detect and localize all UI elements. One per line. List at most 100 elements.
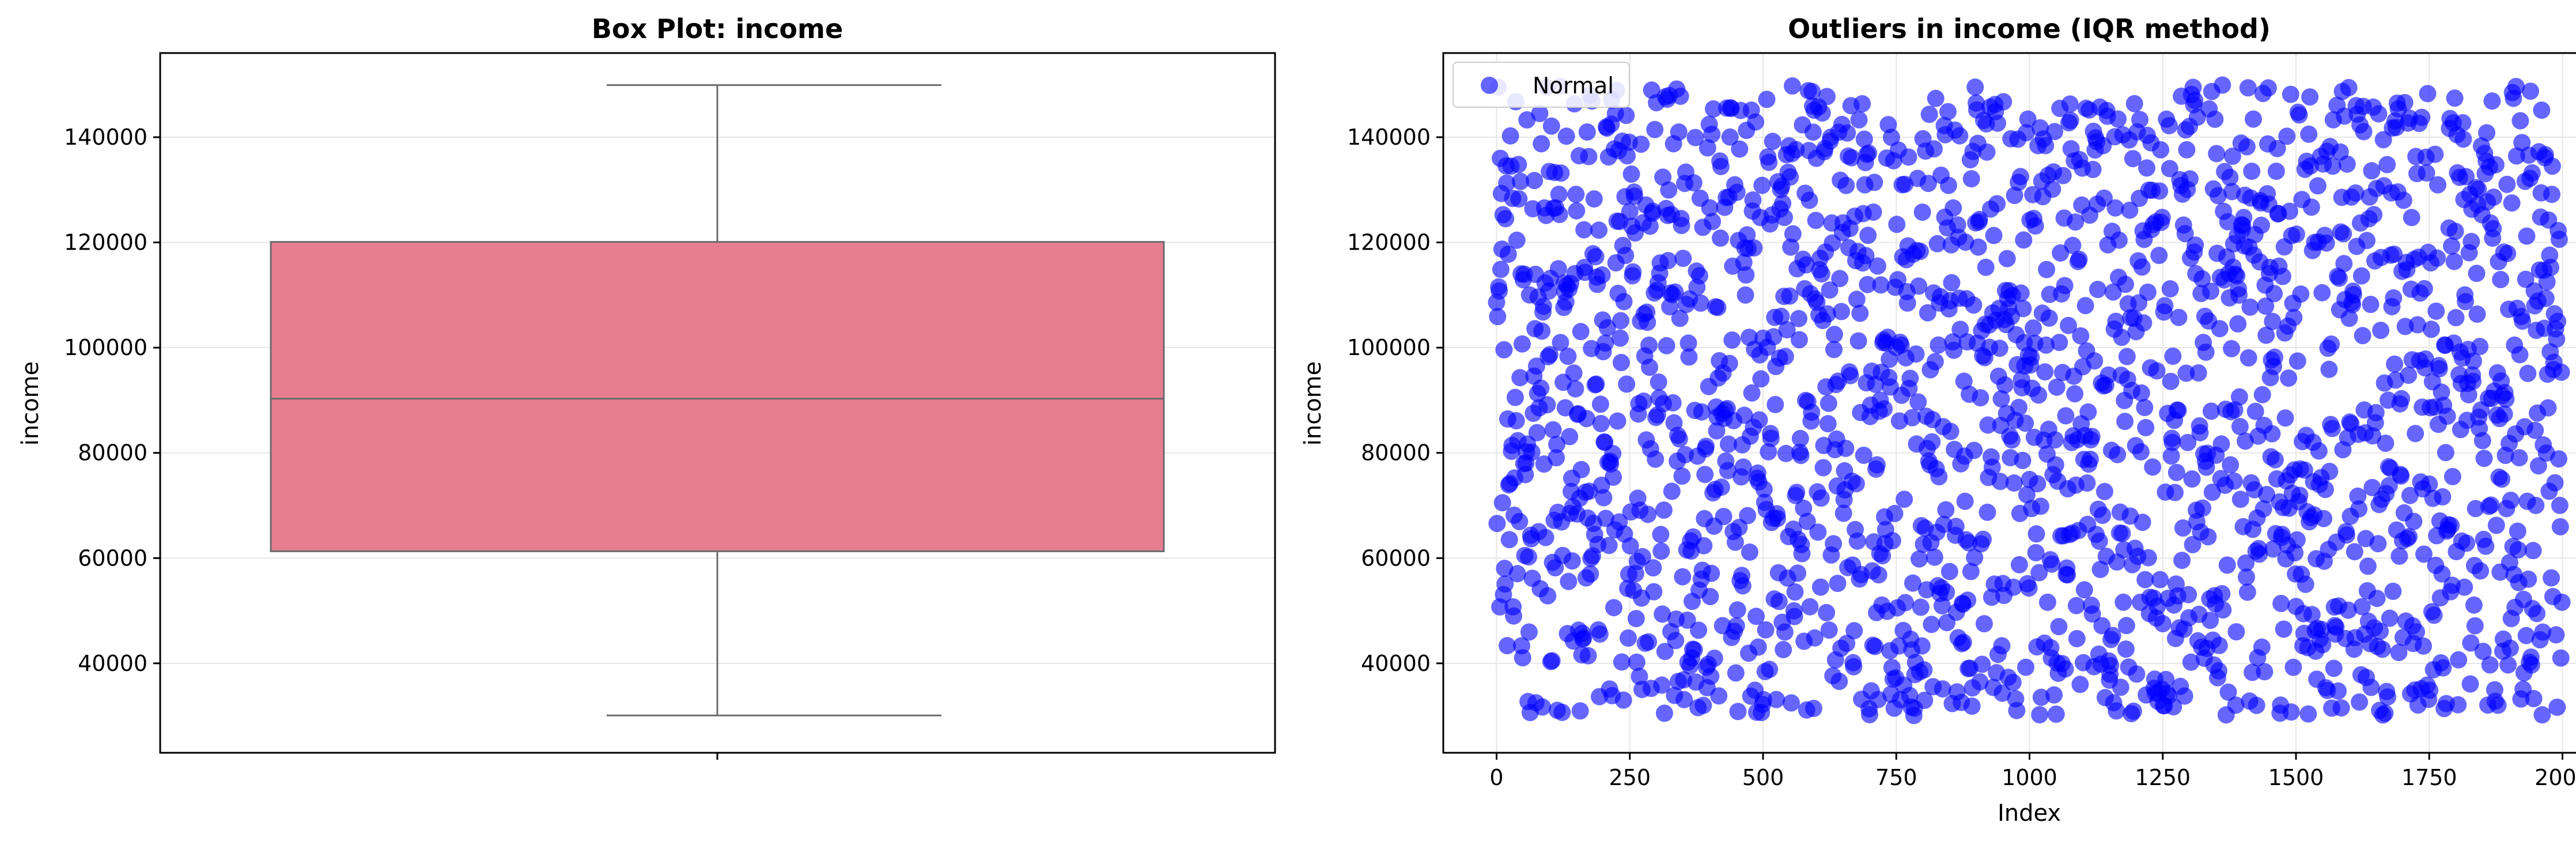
scatter-point [1803, 403, 1821, 421]
scatter-point [2076, 297, 2094, 315]
scatter-point [2107, 312, 2125, 330]
scatter-point [1537, 529, 1554, 546]
scatter-point [1949, 216, 1966, 234]
scatter-point [2511, 346, 2529, 364]
scatter-point [1792, 447, 1810, 465]
scatter-point [2369, 535, 2387, 553]
scatter-point [1539, 587, 1557, 605]
scatter-point [2278, 127, 2296, 145]
scatter-point [1777, 444, 1795, 462]
scatter-point [1793, 545, 1811, 563]
scatter-point [1791, 429, 1809, 447]
scatter-point [1621, 537, 1639, 555]
scatter-point [2385, 246, 2403, 263]
scatter-point [2056, 277, 2074, 295]
scatter-point [1704, 213, 1722, 231]
scatter-point [1972, 389, 1989, 407]
scatter-point [2210, 662, 2227, 680]
scatter-point [2014, 451, 2032, 469]
scatter-point [1898, 294, 1916, 312]
scatter-point [2067, 597, 2085, 614]
scatter-point [1962, 170, 1980, 188]
scatter-point [1913, 203, 1931, 221]
scatter-point [1945, 199, 1962, 217]
y-tick-label: 100000 [64, 335, 147, 360]
scatter-point [1758, 90, 1776, 108]
scatter-point [2370, 105, 2388, 123]
scatter-point [2136, 399, 2154, 416]
scatter-point [1923, 616, 1940, 633]
scatter-point [1919, 175, 1937, 193]
scatter-point [2036, 363, 2054, 381]
scatter-point [2324, 157, 2342, 175]
scatter-point [2102, 657, 2120, 674]
scatter-point [1578, 410, 1595, 428]
scatter-point [2358, 232, 2375, 250]
scatter-point [1978, 143, 1996, 161]
scatter-point [1495, 341, 1513, 359]
scatter-point [2095, 482, 2113, 500]
scatter-point [2017, 124, 2035, 142]
scatter-point [2139, 549, 2157, 567]
scatter-point [2272, 595, 2290, 612]
scatter-point [2191, 424, 2209, 442]
scatter-point [1645, 583, 1663, 601]
scatter-point [2392, 467, 2410, 485]
scatter-point [2020, 579, 2038, 597]
scatter-point [1995, 93, 2013, 111]
scatter-point [2212, 435, 2230, 453]
scatter-point [2104, 283, 2122, 301]
scatter-point [2551, 518, 2569, 535]
x-tick-label: 1750 [2401, 765, 2457, 790]
scatter-point [2022, 348, 2040, 366]
scatter-point [2538, 273, 2556, 291]
scatter-point [1886, 504, 1904, 522]
scatter-point [2292, 285, 2310, 303]
scatter-point [1712, 478, 1730, 496]
scatter-point [1825, 341, 1843, 359]
scatter-point [2051, 334, 2068, 352]
scatter-point [2038, 593, 2056, 611]
scatter-point [2478, 124, 2496, 142]
scatter-point [2245, 110, 2262, 128]
scatter-point [2194, 499, 2212, 517]
scatter-point [1703, 126, 1721, 143]
scatter-point [2457, 168, 2475, 186]
scatter-point [2250, 545, 2268, 563]
scatter-point [1719, 462, 1737, 480]
scatter-point [2550, 450, 2567, 468]
scatter-point [2011, 168, 2029, 186]
scatter-point [1820, 621, 1838, 639]
scatter-point [1956, 492, 1974, 510]
scatter-point [2464, 372, 2482, 390]
scatter-point [2332, 699, 2350, 717]
scatter-point [2499, 244, 2517, 262]
scatter-point [1974, 530, 1992, 548]
scatter-point [2426, 145, 2444, 163]
scatter-point [1578, 123, 1596, 141]
scatter-point [1652, 542, 1670, 560]
scatter-point [2178, 141, 2196, 159]
scatter-point [1595, 489, 1613, 507]
scatter-point [1818, 88, 1836, 105]
scatter-point [2106, 199, 2124, 217]
scatter-point [1786, 583, 1804, 601]
scatter-point [2467, 500, 2484, 518]
legend-frame [1452, 62, 1630, 108]
scatter-point [1508, 565, 1526, 583]
scatter-point [2407, 425, 2424, 443]
scatter-point [2079, 403, 2097, 421]
scatter-point [1872, 276, 1890, 294]
y-tick-label: 80000 [1361, 440, 1431, 466]
scatter-point [2550, 231, 2568, 248]
scatter-point [1838, 635, 1856, 652]
scatter-point [1743, 384, 1761, 402]
scatter-point [2027, 525, 2045, 543]
scatter-point [1719, 435, 1737, 453]
scatter-point [2443, 467, 2461, 485]
scatter-point [2528, 605, 2546, 623]
scatter-point [1762, 429, 1780, 447]
scatter-point [1926, 548, 1943, 566]
scatter-point [1723, 331, 1741, 349]
scatter-point [2359, 557, 2377, 575]
